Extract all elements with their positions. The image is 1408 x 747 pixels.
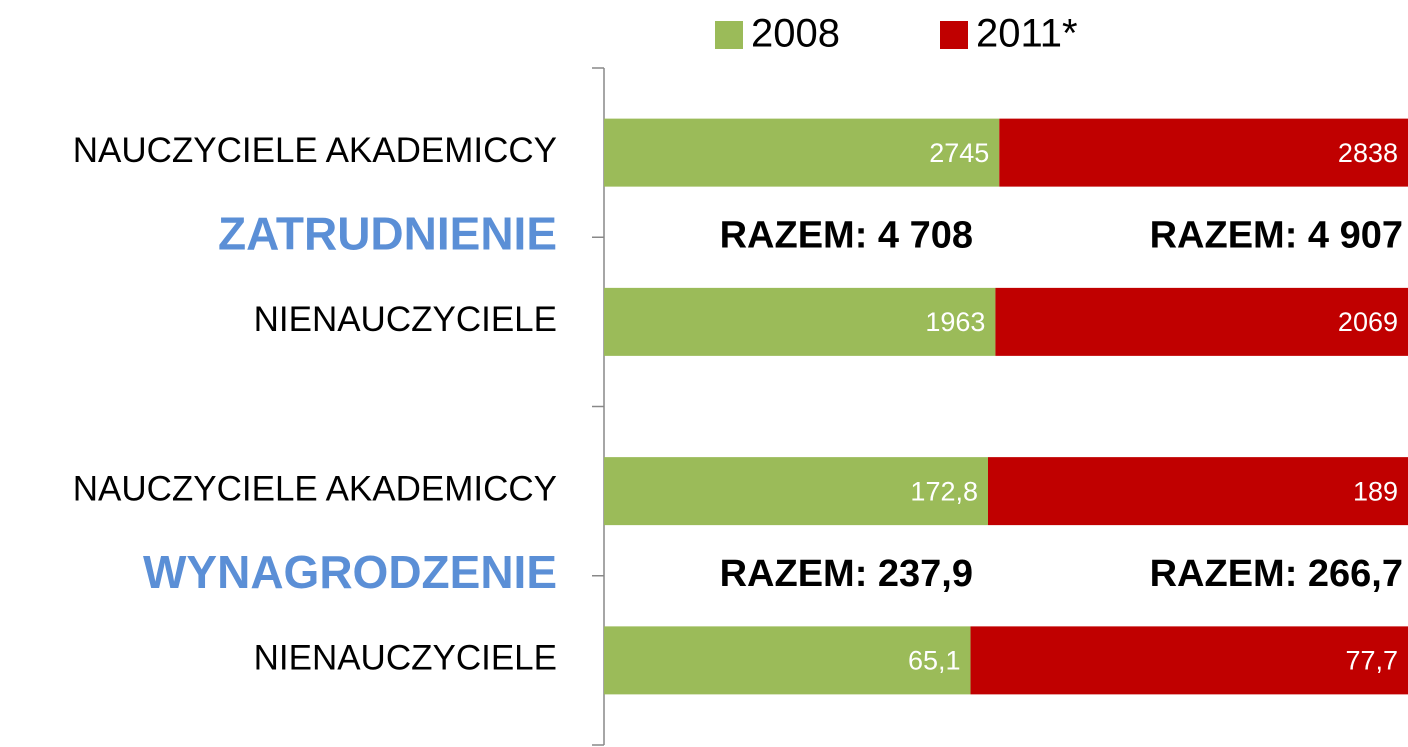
- group-label: WYNAGRODZENIE: [143, 546, 557, 598]
- value-label: 77,7: [1345, 646, 1398, 676]
- bar-segment: [988, 457, 1408, 526]
- category-label: NIENAUCZYCIELE: [254, 300, 557, 339]
- legend-swatch: [715, 21, 743, 49]
- legend-label: 2011*: [976, 12, 1078, 56]
- value-label: 2069: [1338, 307, 1398, 337]
- value-label: 2838: [1338, 138, 1398, 168]
- bar-segment: [604, 457, 988, 526]
- legend-swatch: [940, 21, 968, 49]
- value-label: 172,8: [910, 476, 978, 506]
- bar-segment: [604, 118, 1000, 187]
- value-label: 65,1: [908, 646, 961, 676]
- group-label: ZATRUDNIENIE: [218, 207, 557, 259]
- bar-segment: [604, 626, 971, 695]
- category-label: NAUCZYCIELE AKADEMICCY: [73, 131, 557, 170]
- category-label: NIENAUCZYCIELE: [254, 639, 557, 678]
- bar-segment: [970, 626, 1408, 695]
- bar-segment: [995, 287, 1408, 356]
- value-label: 189: [1353, 476, 1398, 506]
- total-annotation: RAZEM: 4 907: [1150, 214, 1403, 256]
- total-annotation: RAZEM: 266,7: [1150, 553, 1403, 595]
- bar-segment: [604, 287, 996, 356]
- category-label: NAUCZYCIELE AKADEMICCY: [73, 469, 557, 508]
- total-annotation: RAZEM: 4 708: [720, 214, 973, 256]
- legend-label: 2008: [751, 12, 840, 56]
- total-annotation: RAZEM: 237,9: [720, 553, 973, 595]
- value-label: 1963: [925, 307, 985, 337]
- bar-segment: [999, 118, 1408, 187]
- value-label: 2745: [929, 138, 989, 168]
